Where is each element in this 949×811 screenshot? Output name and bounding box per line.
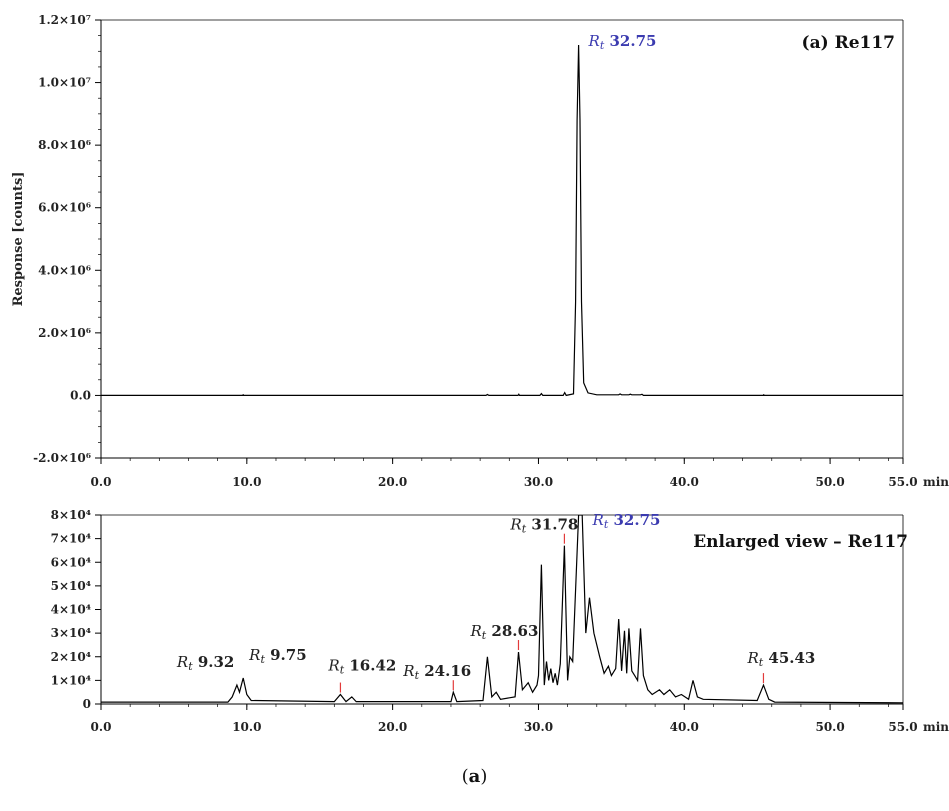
y-tick-label: 8×10⁴ <box>51 508 91 522</box>
peak-label: Rt 45.43 <box>746 649 815 669</box>
peak-label: Rt 32.75 <box>592 511 661 531</box>
figure-caption: (a) <box>0 766 949 787</box>
peak-label: Rt 31.78 <box>509 516 578 536</box>
y-tick-label: 1×10⁴ <box>51 673 91 687</box>
x-tick-label: 55.0 <box>888 720 917 734</box>
caption-open-paren: ( <box>461 766 469 787</box>
x-tick-label: 10.0 <box>232 475 261 489</box>
y-tick-label: 8.0×10⁶ <box>38 138 91 152</box>
peak-label: Rt 32.75 <box>588 32 657 52</box>
series-line <box>101 515 903 704</box>
x-unit-label: min <box>923 720 949 734</box>
x-tick-label: 50.0 <box>815 475 844 489</box>
y-tick-label: -2.0×10⁶ <box>33 451 91 465</box>
x-tick-label: 0.0 <box>91 720 112 734</box>
x-tick-label: 50.0 <box>815 720 844 734</box>
y-tick-label: 2.0×10⁶ <box>38 326 91 340</box>
y-tick-label: 7×10⁴ <box>51 532 91 546</box>
x-tick-label: 0.0 <box>91 475 112 489</box>
x-tick-label: 55.0 <box>888 475 917 489</box>
x-tick-label: 40.0 <box>670 720 699 734</box>
peak-label: Rt 9.75 <box>248 646 306 666</box>
peak-label: Rt 24.16 <box>402 662 471 682</box>
y-tick-label: 1.2×10⁷ <box>38 13 91 27</box>
x-tick-label: 30.0 <box>524 475 553 489</box>
y-tick-label: 0.0 <box>70 388 91 402</box>
x-tick-label: 20.0 <box>378 720 407 734</box>
panel-title: Enlarged view – Re117 <box>693 532 908 552</box>
y-tick-label: 4.0×10⁶ <box>38 263 91 277</box>
x-unit-label: min <box>923 475 949 489</box>
panel-title: (a) Re117 <box>802 33 895 53</box>
peak-label: Rt 9.32 <box>176 653 234 673</box>
series-line <box>101 44 903 397</box>
x-tick-label: 10.0 <box>232 720 261 734</box>
y-tick-label: 1.0×10⁷ <box>38 76 91 90</box>
chromatogram-figure: 0.0 10.0 20.0 30.0 40.0 50.0 55.0 min-2.0×10⁶0.… <box>11 13 949 734</box>
y-axis-label: Response [counts] <box>11 172 26 307</box>
y-tick-label: 6.0×10⁶ <box>38 201 91 215</box>
x-tick-label: 40.0 <box>670 475 699 489</box>
y-tick-label: 2×10⁴ <box>51 650 91 664</box>
y-tick-label: 5×10⁴ <box>51 579 91 593</box>
y-tick-label: 3×10⁴ <box>51 626 91 640</box>
x-tick-label: 20.0 <box>378 475 407 489</box>
y-tick-label: 4×10⁴ <box>51 603 91 617</box>
caption-close-paren: ) <box>480 766 488 787</box>
y-tick-label: 6×10⁴ <box>51 555 91 569</box>
peak-label: Rt 28.63 <box>469 622 538 642</box>
x-tick-label: 30.0 <box>524 720 553 734</box>
top-chart-panel: 0.0 10.0 20.0 30.0 40.0 50.0 55.0 min-2.0×10⁶0.… <box>11 13 949 489</box>
peak-label: Rt 16.42 <box>327 657 396 677</box>
bottom-chart-panel: 0.0 10.0 20.0 30.0 40.0 50.0 55.0 min 0 1×10⁴ 2×10… <box>51 508 949 734</box>
caption-letter: a <box>468 766 481 787</box>
y-tick-label: 0 <box>83 697 91 711</box>
